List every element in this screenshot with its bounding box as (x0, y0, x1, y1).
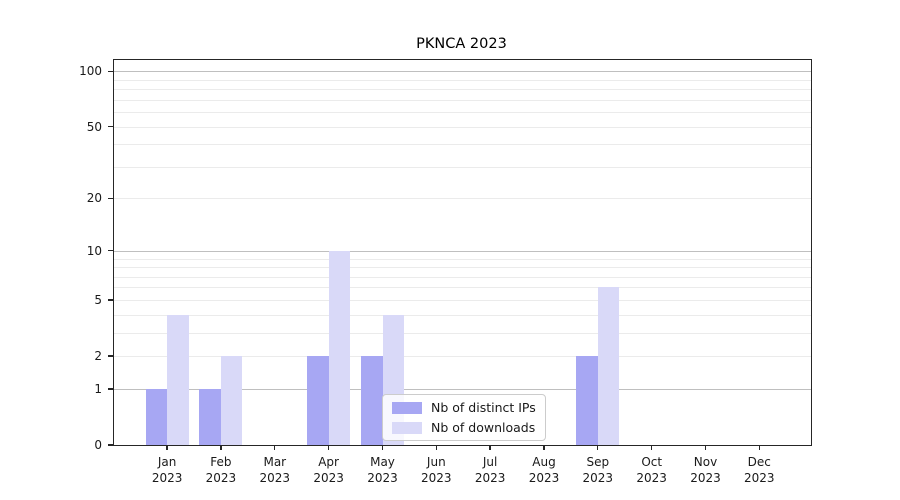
gridline-minor-30 (114, 166, 811, 168)
gridline-minor-5 (114, 299, 811, 301)
gridline-minor-6 (114, 287, 811, 289)
y-tick-mark-50 (108, 125, 114, 128)
gridline-minor-8 (114, 267, 811, 268)
y-tick-label-1: 1 (94, 381, 102, 396)
legend-label-downloads: Nb of downloads (431, 420, 536, 435)
gridline-major-1 (114, 388, 811, 390)
x-tick-label-0: Jan 2023 (151, 455, 183, 485)
y-tick-label-2: 2 (94, 349, 102, 363)
y-tick-label-10: 10 (86, 243, 102, 258)
legend-label-distinct-ips: Nb of distinct IPs (431, 400, 536, 415)
gridline-minor-4 (114, 314, 811, 316)
y-tick-label-20: 20 (86, 191, 102, 206)
gridline-minor-7 (114, 276, 811, 278)
bar-ips-sep (576, 356, 598, 445)
x-tick-mark-0 (166, 445, 168, 450)
x-tick-label-9: Oct 2023 (636, 455, 667, 485)
bar-ips-apr (307, 356, 329, 445)
x-tick-label-3: Apr 2023 (313, 455, 344, 485)
x-tick-label-7: Aug 2023 (528, 455, 560, 485)
y-tick-mark-20 (108, 197, 114, 200)
legend-swatch-downloads (392, 421, 422, 434)
y-tick-mark-0 (108, 444, 114, 446)
x-tick-mark-4 (381, 445, 384, 450)
x-tick-label-4: May 2023 (367, 455, 398, 485)
gridline-minor-60 (114, 112, 811, 113)
y-tick-label-50: 50 (86, 119, 102, 134)
legend: Nb of distinct IPs Nb of downloads (382, 394, 546, 441)
x-tick-mark-3 (327, 445, 330, 450)
x-tick-mark-7 (543, 445, 545, 450)
bar-downloads-sep (597, 287, 620, 445)
y-tick-label-5: 5 (94, 292, 102, 307)
gridline-minor-3 (114, 332, 811, 334)
gridline-minor-40 (114, 144, 811, 146)
bar-ips-jan (145, 388, 168, 445)
chart-title: PKNCA 2023 (416, 36, 507, 52)
y-tick-mark-5 (108, 299, 114, 301)
x-tick-mark-10 (704, 445, 707, 450)
x-tick-label-2: Mar 2023 (259, 455, 291, 485)
gridline-minor-20 (114, 198, 811, 200)
bar-ips-feb (199, 388, 221, 445)
x-tick-mark-8 (597, 445, 599, 450)
gridline-minor-80 (114, 89, 811, 91)
x-tick-mark-6 (489, 445, 491, 450)
x-tick-mark-5 (435, 445, 437, 450)
x-tick-mark-11 (758, 445, 760, 450)
x-tick-label-1: Feb 2023 (205, 455, 237, 485)
bar-downloads-feb (220, 356, 243, 445)
gridline-major-100 (114, 71, 811, 73)
legend-swatch-distinct-ips (392, 401, 422, 414)
y-tick-mark-100 (108, 70, 114, 72)
y-tick-mark-2 (108, 355, 114, 357)
gridline-minor-9 (114, 258, 811, 260)
y-tick-mark-10 (108, 250, 114, 252)
x-tick-label-5: Jun 2023 (421, 455, 452, 485)
legend-row-downloads: Nb of downloads (392, 421, 536, 434)
bar-downloads-apr (328, 250, 351, 445)
bar-downloads-jan (167, 314, 189, 445)
gridline-minor-90 (114, 79, 811, 81)
legend-row-distinct-ips: Nb of distinct IPs (392, 401, 536, 414)
y-tick-label-0: 0 (94, 438, 102, 452)
gridline-major-10 (114, 250, 811, 252)
x-tick-label-6: Jul 2023 (474, 455, 506, 485)
x-tick-mark-2 (274, 445, 276, 450)
plot-area: 0 1 2 5 10 20 50 100 Jan 2023 Feb 2023 Mar 2023 Apr… (79, 59, 812, 485)
gridline-minor-70 (114, 99, 811, 101)
x-tick-label-10: Nov 2023 (690, 455, 721, 485)
y-tick-label-100: 100 (79, 64, 102, 79)
y-tick-mark-1 (108, 388, 114, 390)
x-tick-label-11: Dec 2023 (744, 455, 775, 485)
gridline-minor-50 (114, 126, 811, 128)
x-tick-mark-1 (220, 445, 222, 450)
bar-ips-may (361, 356, 383, 445)
x-tick-mark-9 (651, 445, 653, 450)
x-tick-label-8: Sep 2023 (582, 455, 614, 485)
gridline-minor-2 (114, 356, 811, 357)
